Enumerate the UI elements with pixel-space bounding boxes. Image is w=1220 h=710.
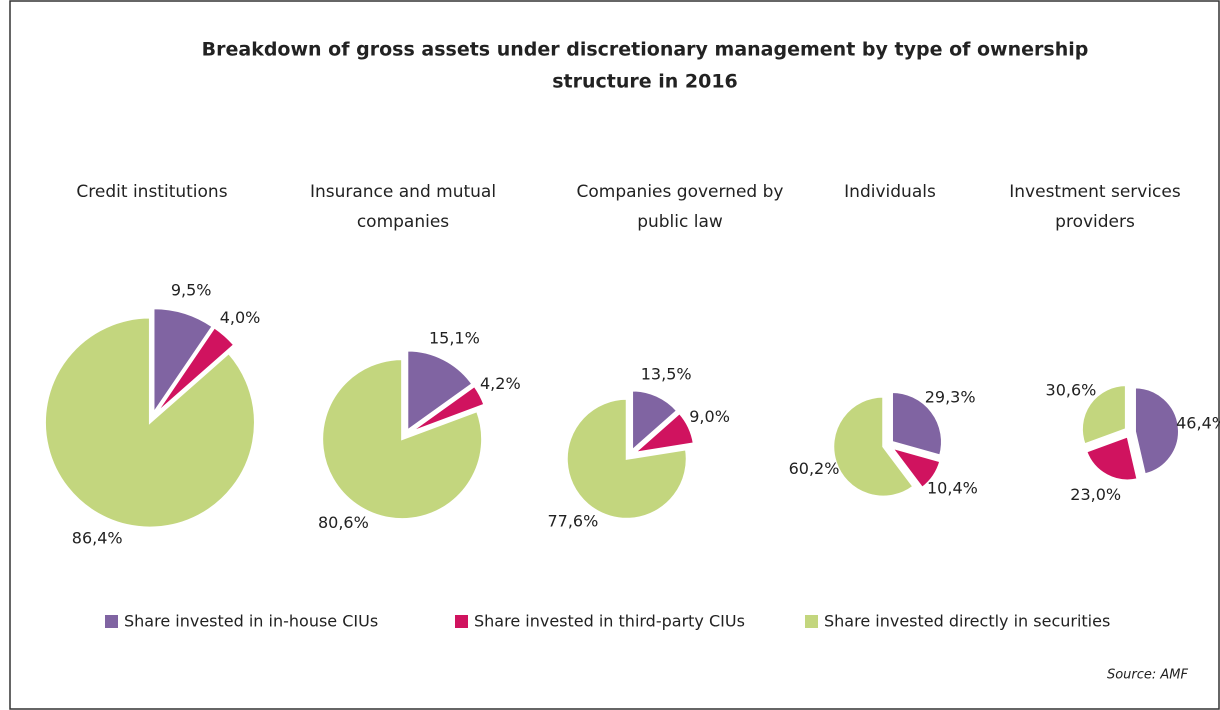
pie-slice — [1133, 386, 1180, 476]
pie-slice — [631, 389, 679, 453]
data-label: 9,5% — [171, 280, 212, 299]
pie-title: Credit institutions — [76, 182, 227, 202]
pie-slice — [408, 384, 486, 434]
data-label: 86,4% — [72, 529, 123, 548]
pie-slice — [152, 307, 214, 417]
data-label: 80,6% — [318, 513, 369, 532]
legend-swatch — [455, 615, 468, 628]
pie-slice — [1085, 435, 1139, 482]
data-label: 15,1% — [429, 328, 480, 347]
pie-title: providers — [1055, 212, 1135, 232]
pie-title: Companies governed by — [577, 182, 784, 202]
pie-slice — [832, 395, 915, 498]
data-label: 23,0% — [1070, 485, 1121, 504]
data-label: 4,2% — [480, 374, 521, 393]
data-label: 77,6% — [547, 511, 598, 530]
pie-slice — [43, 316, 256, 529]
legend-label: Share invested in in-house CIUs — [124, 612, 378, 631]
data-label: 10,4% — [927, 478, 978, 497]
pie-slice — [889, 446, 942, 490]
source: Source: AMF — [1107, 668, 1189, 683]
data-label: 60,2% — [789, 459, 840, 478]
pie-slice — [154, 326, 236, 416]
legend-label: Share invested directly in securities — [824, 612, 1110, 631]
pie-title: Investment services — [1009, 182, 1181, 202]
pie-slice — [1080, 384, 1127, 446]
legend-swatch — [105, 615, 118, 628]
pie-title: companies — [357, 212, 449, 232]
data-label: 9,0% — [689, 407, 730, 426]
data-label: 13,5% — [641, 364, 692, 383]
chart-title: Breakdown of gross assets under discreti… — [202, 39, 1089, 61]
pie-slice — [321, 358, 484, 521]
pie-slice — [406, 349, 474, 433]
pie-slice — [565, 397, 688, 520]
pie-slice — [631, 411, 695, 455]
data-label: 4,0% — [220, 308, 261, 327]
legend-swatch — [805, 615, 818, 628]
pie-slice — [890, 390, 943, 457]
pie-title: Individuals — [844, 182, 936, 202]
data-label: 46,4% — [1176, 413, 1220, 432]
chart-title: structure in 2016 — [552, 71, 738, 93]
data-label: 30,6% — [1046, 380, 1097, 399]
pie-title: public law — [637, 212, 723, 232]
pie-title: Insurance and mutual — [310, 182, 496, 202]
data-label: 29,3% — [925, 387, 976, 406]
legend-label: Share invested in third-party CIUs — [474, 612, 745, 631]
